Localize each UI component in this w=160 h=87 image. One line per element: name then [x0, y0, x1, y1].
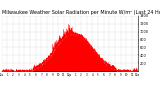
Text: Milwaukee Weather Solar Radiation per Minute W/m² (Last 24 Hours): Milwaukee Weather Solar Radiation per Mi…	[2, 10, 160, 15]
